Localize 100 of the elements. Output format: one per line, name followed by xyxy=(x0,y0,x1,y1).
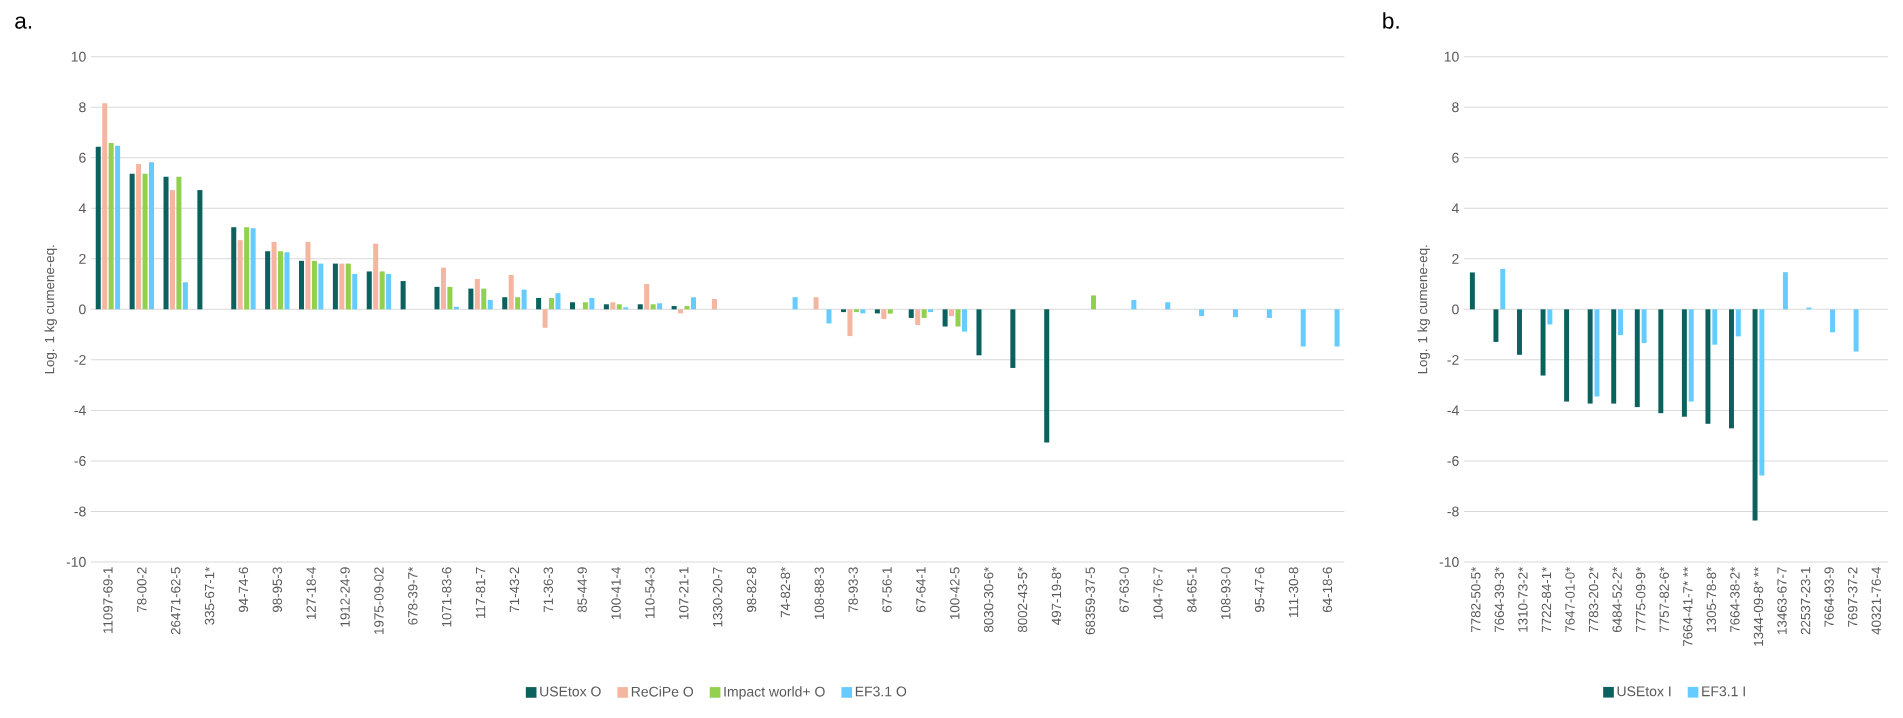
bar xyxy=(1199,309,1205,317)
x-tick-label: 78-93-3 xyxy=(848,567,858,612)
bar xyxy=(1618,309,1624,336)
y-tick-label: 8 xyxy=(79,102,86,113)
x-tick-label: 11097-69-1 xyxy=(103,567,113,633)
x-tick-label: 7783-20-2* xyxy=(1588,566,1599,632)
bar xyxy=(555,293,561,310)
x-tick-label: 94-74-6 xyxy=(238,567,249,613)
x-tick-label: 1912-24-9 xyxy=(340,567,350,627)
bar xyxy=(887,309,893,314)
x-tick-label: 40321-76-4 xyxy=(1871,567,1881,635)
bar xyxy=(860,309,866,314)
x-tick-label: 98-95-3 xyxy=(272,567,283,613)
y-tick-label: -6 xyxy=(1447,455,1459,466)
x-tick-label: 7722-84-1* xyxy=(1541,566,1552,632)
x-tick-label: 497-19-8* xyxy=(1051,566,1062,625)
bar xyxy=(521,289,527,310)
bar xyxy=(536,297,542,310)
bar xyxy=(840,309,846,313)
bar xyxy=(1010,309,1016,368)
bar xyxy=(650,304,656,310)
bar xyxy=(142,173,148,310)
y-tick-label: 0 xyxy=(79,304,86,315)
bar xyxy=(197,190,203,310)
x-tick-label: 7697-37-2 xyxy=(1847,567,1858,627)
bar xyxy=(1540,309,1546,376)
y-tick-label: 6 xyxy=(1452,152,1459,163)
x-tick-label: 8002-43-5* xyxy=(1017,566,1028,633)
bar xyxy=(284,252,290,310)
x-tick-label: 26471-62-5 xyxy=(170,567,181,635)
x-tick-label: 117-81-7 xyxy=(475,567,486,619)
x-tick-label: 71-36-3 xyxy=(543,567,554,612)
bar xyxy=(1266,309,1272,318)
bar xyxy=(569,302,576,310)
bar xyxy=(305,241,311,310)
bar xyxy=(1469,272,1475,310)
bar xyxy=(298,260,305,310)
legend-label: Impact world+ O xyxy=(724,686,825,700)
x-tick-label: 95-47-6 xyxy=(1254,567,1265,613)
bar xyxy=(1165,302,1171,310)
x-tick-label: 84-65-1 xyxy=(1187,567,1197,613)
bar xyxy=(1853,309,1859,352)
bar xyxy=(400,281,406,310)
bar xyxy=(345,263,351,310)
bar xyxy=(318,263,324,310)
x-tick-label: 108-93-0 xyxy=(1221,567,1231,620)
x-tick-label: 100-42-5 xyxy=(950,567,960,620)
x-tick-label: 7664-38-2* xyxy=(1730,566,1740,632)
bar xyxy=(447,286,453,310)
bar xyxy=(853,309,859,313)
legend-label: USEtox I xyxy=(1617,686,1671,697)
bar xyxy=(813,297,819,310)
bar xyxy=(644,284,650,310)
y-tick-label: -10 xyxy=(1439,557,1459,567)
y-tick-label: -2 xyxy=(74,354,86,365)
x-tick-label: 127-18-4 xyxy=(306,567,316,620)
bar xyxy=(678,309,684,314)
chart-title: b. xyxy=(1383,12,1399,29)
bar xyxy=(481,288,487,310)
y-tick-label: 4 xyxy=(1451,203,1459,214)
bar xyxy=(502,297,508,310)
x-tick-label: 108-88-3 xyxy=(814,567,825,620)
bar xyxy=(826,309,832,324)
x-tick-label: 13463-67-7 xyxy=(1777,567,1787,634)
x-tick-label: 67-56-1 xyxy=(882,567,892,612)
x-tick-label: 98-82-8 xyxy=(746,567,757,613)
bar xyxy=(589,297,595,310)
legend-label: USEtox O xyxy=(540,686,601,697)
x-tick-label: 7664-39-3* xyxy=(1494,566,1505,632)
chart-title: a. xyxy=(15,16,32,29)
bar xyxy=(955,309,961,327)
x-tick-label: 678-39-7* xyxy=(408,566,418,625)
bar xyxy=(582,302,588,310)
bar xyxy=(1752,309,1758,521)
y-tick-label: 2 xyxy=(79,253,86,264)
bar xyxy=(1517,309,1522,355)
x-tick-label: 1310-73-2* xyxy=(1518,566,1528,632)
y-axis-title: Log. 1 kg cumene-eq. xyxy=(44,245,57,374)
bar xyxy=(881,309,887,319)
bar xyxy=(265,251,271,310)
bar xyxy=(136,164,142,310)
y-tick-label: -10 xyxy=(66,557,86,567)
y-tick-label: -4 xyxy=(74,405,86,416)
bar xyxy=(921,309,927,318)
y-tick-label: 4 xyxy=(78,203,86,214)
bar xyxy=(542,309,548,328)
bar xyxy=(237,240,243,310)
bar xyxy=(847,309,853,337)
y-tick-label: 0 xyxy=(1452,304,1459,315)
bar xyxy=(1641,309,1647,343)
y-tick-label: 2 xyxy=(1452,253,1459,264)
x-tick-label: 1071-83-6 xyxy=(441,567,452,627)
x-tick-label: 8030-30-6* xyxy=(983,566,994,633)
bar xyxy=(603,304,609,310)
bar xyxy=(1587,309,1593,404)
bar xyxy=(1705,309,1711,424)
bar xyxy=(1782,272,1788,310)
bar xyxy=(1500,268,1506,310)
bar xyxy=(440,267,446,310)
y-tick-label: -4 xyxy=(1447,405,1459,416)
